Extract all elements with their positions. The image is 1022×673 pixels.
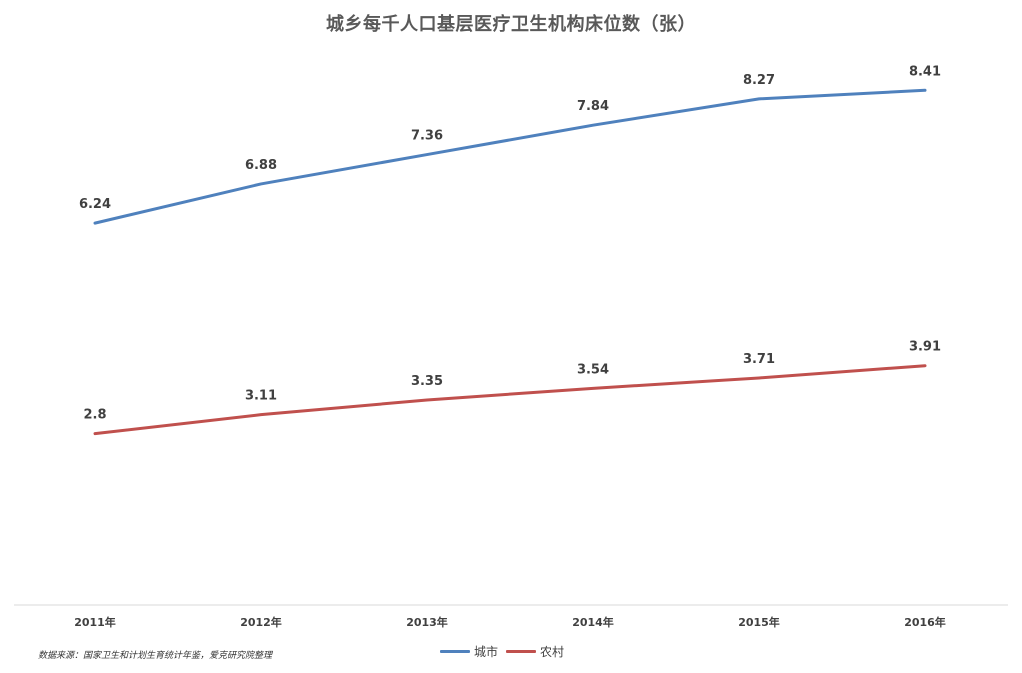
- data-label-s1-2: 3.35: [411, 374, 443, 389]
- legend-item-rural: 农村: [506, 643, 564, 660]
- data-label-s0-5: 8.41: [909, 64, 941, 79]
- legend-item-city: 城市: [440, 643, 498, 660]
- data-label-s1-1: 3.11: [245, 389, 277, 404]
- legend-label-city: 城市: [474, 645, 499, 659]
- x-tick-label-2: 2013年: [406, 615, 448, 629]
- series-layer: [93, 88, 927, 436]
- data-label-s0-3: 7.84: [577, 99, 609, 114]
- x-tick-label-1: 2012年: [240, 615, 282, 629]
- series-line-1: [93, 364, 927, 436]
- x-tick-label-4: 2015年: [738, 615, 780, 629]
- data-label-s0-1: 6.88: [245, 158, 277, 173]
- data-label-s0-4: 8.27: [743, 73, 775, 88]
- x-tick-label-3: 2014年: [572, 615, 614, 629]
- data-label-s1-4: 3.71: [743, 352, 775, 367]
- legend-swatch-rural: [506, 650, 537, 653]
- x-axis-tick-layer: 2011年 2012年 2013年 2014年 2015年 2016年: [74, 615, 946, 629]
- data-label-s1-3: 3.54: [577, 362, 609, 377]
- chart-legend: 城市 农村: [440, 643, 564, 660]
- legend-label-rural: 农村: [540, 645, 565, 659]
- data-label-s1-5: 3.91: [909, 340, 941, 355]
- series-line-0: [93, 88, 927, 225]
- x-tick-label-0: 2011年: [74, 615, 116, 629]
- source-note: 数据来源：国家卫生和计划生育统计年鉴，爱克研究院整理: [38, 651, 273, 661]
- data-label-layer: 6.24 6.88 7.36 7.84 8.27 8.41 2.8 3.11 3.35 3.54 3…: [79, 64, 941, 422]
- x-tick-label-5: 2016年: [904, 615, 946, 629]
- data-label-s0-0: 6.24: [79, 197, 111, 212]
- data-label-s1-0: 2.8: [83, 408, 106, 423]
- data-label-s0-2: 7.36: [411, 129, 443, 144]
- legend-swatch-city: [440, 650, 470, 653]
- chart-title: 城乡每千人口基层医疗卫生机构床位数（张）: [326, 14, 696, 35]
